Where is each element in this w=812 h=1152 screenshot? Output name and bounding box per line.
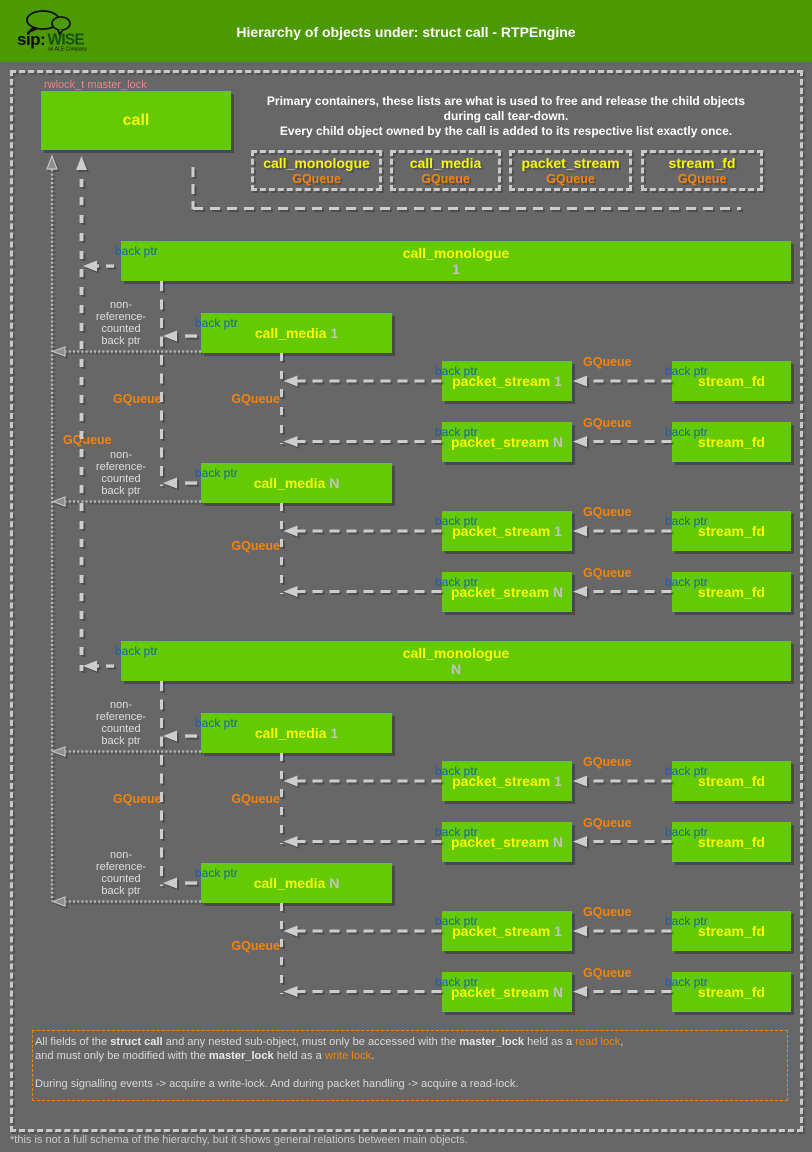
svg-text:WISE: WISE	[48, 32, 85, 49]
svg-text:sip:: sip:	[17, 30, 45, 49]
svg-text:an ALE Company: an ALE Company	[48, 47, 87, 53]
